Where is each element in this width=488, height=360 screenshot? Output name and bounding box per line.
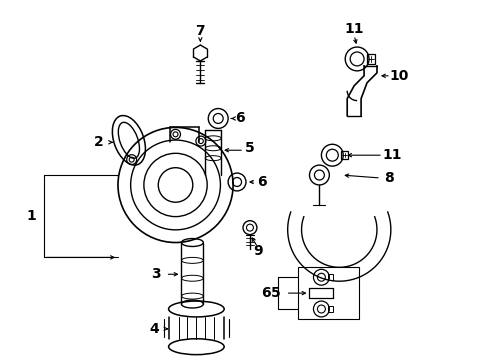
- Text: 1: 1: [27, 209, 37, 223]
- Text: 5: 5: [244, 141, 254, 155]
- Text: 2: 2: [94, 135, 104, 149]
- Text: 8: 8: [383, 171, 393, 185]
- Text: 9: 9: [253, 244, 262, 258]
- Text: 5: 5: [270, 286, 280, 300]
- Text: 11: 11: [344, 22, 363, 36]
- Bar: [297, 267, 358, 319]
- Text: 6: 6: [235, 112, 244, 126]
- Bar: [327, 306, 333, 312]
- Bar: [341, 151, 347, 159]
- Text: 4: 4: [149, 322, 159, 336]
- Text: 7: 7: [195, 24, 205, 38]
- Text: 3: 3: [151, 267, 160, 281]
- Bar: [366, 54, 374, 64]
- Text: 6: 6: [257, 175, 266, 189]
- Text: 6: 6: [261, 286, 270, 300]
- Bar: [327, 274, 333, 280]
- Text: 10: 10: [388, 69, 407, 83]
- Text: 11: 11: [381, 148, 401, 162]
